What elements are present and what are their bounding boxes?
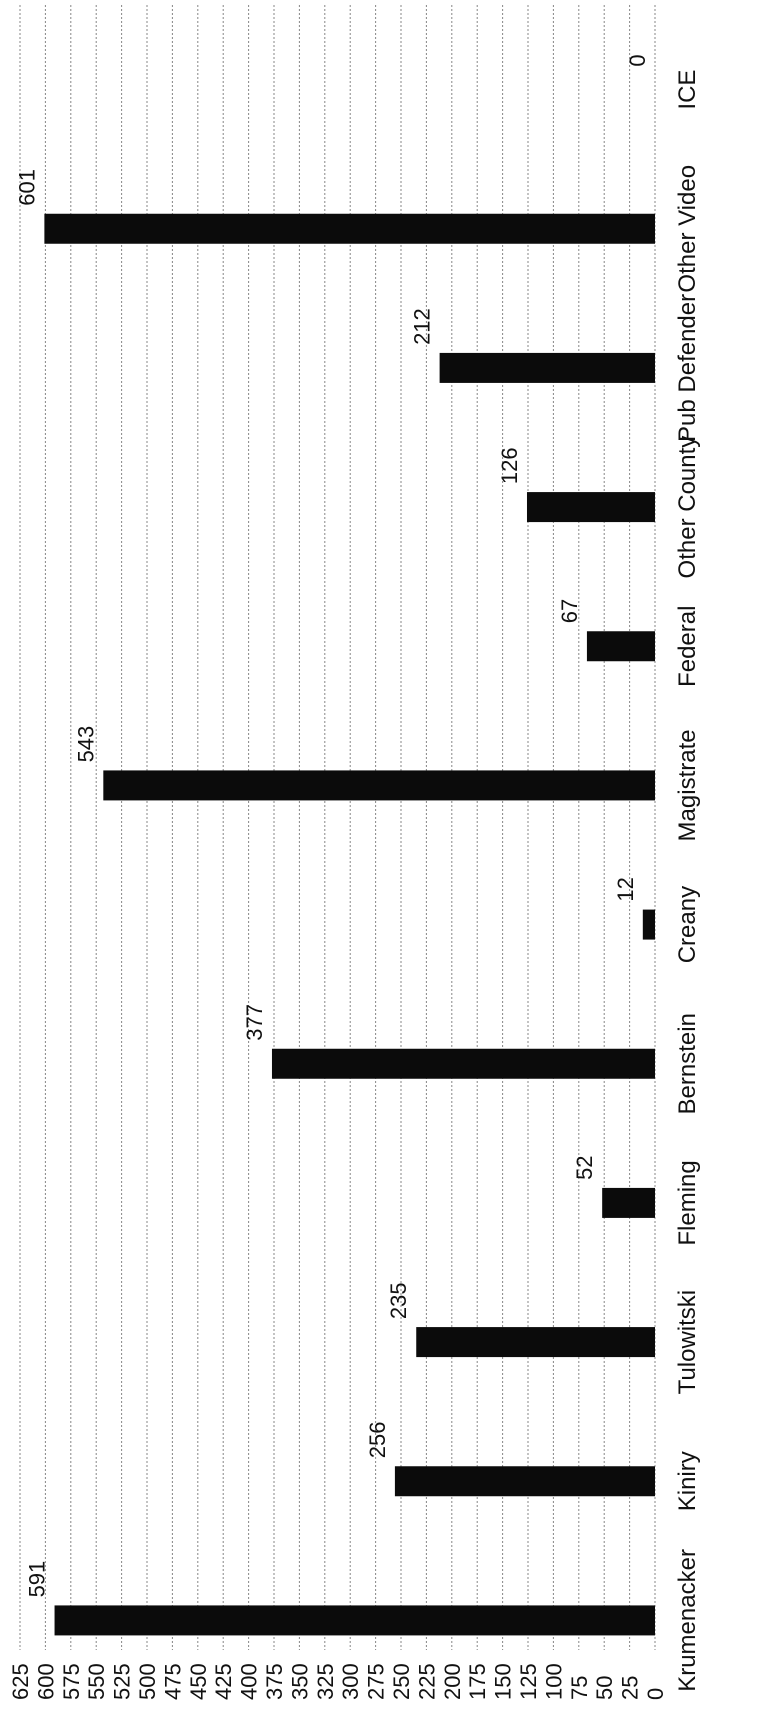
y-axis-ticks: 0255075100125150175200225250275300325350… [8,1663,668,1700]
y-tick-label: 0 [643,1688,668,1700]
y-tick-label: 75 [567,1676,592,1700]
y-tick-label: 575 [59,1663,84,1700]
y-tick-label: 400 [237,1663,262,1700]
bar-krumenacker [54,1605,655,1636]
category-label: Kiniry [674,1451,701,1511]
y-tick-label: 150 [491,1663,516,1700]
bar-pub-defender [439,352,655,383]
category-label: Magistrate [674,729,701,841]
bar-tulowitski [416,1327,655,1358]
value-label: 235 [386,1282,411,1319]
y-tick-label: 275 [364,1663,389,1700]
value-label: 601 [14,169,39,206]
y-tick-label: 250 [389,1663,414,1700]
category-label: ICE [674,70,701,110]
category-label: Krumenacker [674,1549,701,1692]
value-label: 67 [557,599,582,623]
value-label: 377 [242,1004,267,1041]
y-tick-label: 425 [211,1663,236,1700]
bar-fleming [602,1187,655,1218]
y-tick-label: 550 [84,1663,109,1700]
value-label: 591 [25,1561,50,1598]
value-label: 0 [625,54,650,66]
y-tick-label: 475 [160,1663,185,1700]
y-tick-label: 300 [338,1663,363,1700]
gridlines [19,5,656,1650]
value-label: 126 [497,447,522,484]
y-tick-label: 200 [440,1663,465,1700]
value-label: 543 [73,726,98,763]
category-label: Creany [674,886,701,963]
y-tick-label: 525 [110,1663,135,1700]
bar-other-county [526,492,655,523]
y-tick-label: 175 [465,1663,490,1700]
category-labels: Krumenacker Kiniry Tulowitski Fleming Bernst… [674,70,701,1692]
y-tick-label: 225 [414,1663,439,1700]
bar-kiniry [394,1466,655,1497]
y-tick-label: 350 [287,1663,312,1700]
y-tick-label: 600 [33,1663,58,1700]
value-label: 212 [410,308,435,345]
category-label: Fleming [674,1160,701,1245]
y-tick-label: 125 [516,1663,541,1700]
bar-magistrate [103,770,655,801]
bar-federal [586,631,655,662]
y-tick-label: 500 [135,1663,160,1700]
category-label: Other County [674,436,701,579]
value-label: 52 [572,1155,597,1179]
y-tick-label: 25 [618,1676,643,1700]
y-tick-label: 450 [186,1663,211,1700]
value-label: 12 [613,877,638,901]
value-label: 256 [365,1422,390,1459]
bars [44,213,656,1636]
category-label: Pub Defender [674,294,701,442]
category-label: Tulowitski [674,1290,701,1394]
y-tick-label: 100 [541,1663,566,1700]
category-label: Bernstein [674,1013,701,1114]
bar-bernstein [271,1048,655,1079]
category-label: Federal [674,606,701,687]
y-tick-label: 375 [262,1663,287,1700]
bar-other-video [44,213,656,244]
y-tick-label: 50 [592,1676,617,1700]
category-label: Other Video [674,165,701,293]
y-tick-label: 325 [313,1663,338,1700]
y-tick-label: 625 [8,1663,33,1700]
bar-creany [642,909,655,940]
value-labels: 591 256 235 52 377 12 543 67 126 212 601 0 [14,54,650,1597]
